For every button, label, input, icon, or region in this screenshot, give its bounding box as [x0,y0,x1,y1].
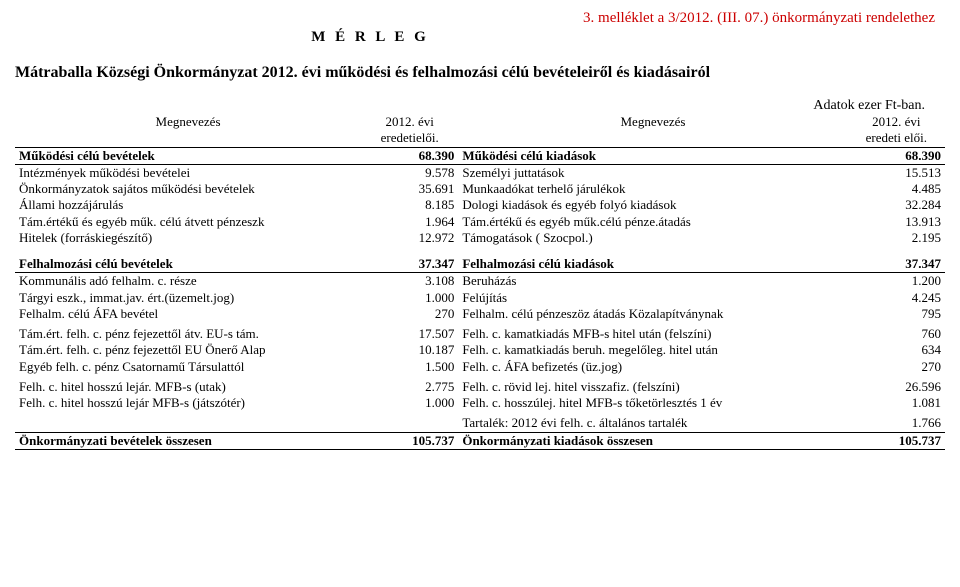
cell-label: Tám.értékű és egyéb műk. célú átvett pén… [15,214,361,230]
cell-label: Tám.ért. felh. c. pénz fejezettől EU Öne… [15,342,361,358]
table-row: Tám.ért. felh. c. pénz fejezettől átv. E… [15,326,945,342]
cell-value: 1.081 [848,395,945,411]
hdr-right-name: Megnevezés [458,114,847,147]
table-row: Kommunális adó felhalm. c. része 3.108 B… [15,273,945,290]
merleg-title: M É R L E G [15,29,945,46]
sec1-right-title: Működési célú kiadások [458,147,847,164]
cell-value: 2.195 [848,230,945,246]
cell-label: Dologi kiadások és egyéb folyó kiadások [458,197,847,213]
cell-label: Önkormányzatok sajátos működési bevétele… [15,181,361,197]
sec2-left-total: 37.347 [361,256,458,273]
spacer [15,246,945,256]
document-subtitle: Mátraballa Községi Önkormányzat 2012. év… [15,64,945,82]
total-left-label: Önkormányzati bevételek összesen [15,432,361,449]
cell-value: 17.507 [361,326,458,342]
hdr-right-col: 2012. évi eredeti elői. [848,114,945,147]
cell-value: 760 [848,326,945,342]
cell-label: Tárgyi eszk., immat.jav. ért.(üzemelt.jo… [15,290,361,306]
sec2-right-title: Felhalmozási célú kiadások [458,256,847,273]
cell-label: Felh. c. hitel hosszú lejár MFB-s (játsz… [15,395,361,411]
header-row: Megnevezés 2012. évi eredetielői. Megnev… [15,114,945,147]
cell-value: 32.284 [848,197,945,213]
cell-value: 35.691 [361,181,458,197]
cell-value: 1.200 [848,273,945,290]
cell-label: Beruházás [458,273,847,290]
hdr-left-name: Megnevezés [15,114,361,147]
cell-value: 1.000 [361,395,458,411]
cell-label: Felh. c. hitel hosszú lejár. MFB-s (utak… [15,379,361,395]
table-row: Tám.értékű és egyéb műk. célú átvett pén… [15,214,945,230]
cell-label: Felújítás [458,290,847,306]
cell-value: 2.775 [361,379,458,395]
cell-value: 12.972 [361,230,458,246]
cell-value: 10.187 [361,342,458,358]
cell-label: Felhalm. célú ÁFA bevétel [15,306,361,322]
cell-value: 795 [848,306,945,322]
cell-value: 634 [848,342,945,358]
table-row: Felh. c. hitel hosszú lejár. MFB-s (utak… [15,379,945,395]
total-left-value: 105.737 [361,432,458,449]
table-row: Tárgyi eszk., immat.jav. ért.(üzemelt.jo… [15,290,945,306]
cell-value: 270 [361,306,458,322]
total-right-label: Önkormányzati kiadások összesen [458,432,847,449]
table-row: Felh. c. hitel hosszú lejár MFB-s (játsz… [15,395,945,411]
sec1-right-total: 68.390 [848,147,945,164]
total-right-value: 105.737 [848,432,945,449]
cell-label: Támogatások ( Szocpol.) [458,230,847,246]
cell-label: Felh. c. kamatkiadás beruh. megelőleg. h… [458,342,847,358]
tartalek-value: 1.766 [848,415,945,432]
cell-label: Tám.ért. felh. c. pénz fejezettől átv. E… [15,326,361,342]
cell-label: Személyi juttatások [458,164,847,181]
cell-label: Állami hozzájárulás [15,197,361,213]
cell-value: 8.185 [361,197,458,213]
cell-value: 26.596 [848,379,945,395]
cell-label: Hitelek (forráskiegészítő) [15,230,361,246]
cell-label: Munkaadókat terhelő járulékok [458,181,847,197]
cell-label: Felh. c. ÁFA befizetés (üz.jog) [458,359,847,375]
table-row: Állami hozzájárulás 8.185 Dologi kiadáso… [15,197,945,213]
sec1-left-total: 68.390 [361,147,458,164]
cell-value: 4.485 [848,181,945,197]
cell-value: 9.578 [361,164,458,181]
cell-value: 15.513 [848,164,945,181]
table-row: Intézmények működési bevételei 9.578 Sze… [15,164,945,181]
cell-value: 1.000 [361,290,458,306]
balance-table: Megnevezés 2012. évi eredetielői. Megnev… [15,114,945,450]
cell-label: Felh. c. kamatkiadás MFB-s hitel után (f… [458,326,847,342]
cell-label: Felhalm. célú pénzeszöz átadás Közalapít… [458,306,847,322]
cell-label: Tám.értékű és egyéb műk.célú pénze.átadá… [458,214,847,230]
cell-value: 4.245 [848,290,945,306]
table-row: Hitelek (forráskiegészítő) 12.972 Támoga… [15,230,945,246]
hdr-left-col: 2012. évi eredetielői. [361,114,458,147]
table-row: Felhalm. célú ÁFA bevétel 270 Felhalm. c… [15,306,945,322]
sec2-right-total: 37.347 [848,256,945,273]
cell-label: Felh. c. hosszúlej. hitel MFB-s tőketörl… [458,395,847,411]
sec1-left-title: Működési célú bevételek [15,147,361,164]
cell-label: Kommunális adó felhalm. c. része [15,273,361,290]
cell-value: 13.913 [848,214,945,230]
unit-note: Adatok ezer Ft-ban. [15,98,945,114]
tartalek-label: Tartalék: 2012 évi felh. c. általános ta… [458,415,847,432]
cell-label: Intézmények működési bevételei [15,164,361,181]
sec2-left-title: Felhalmozási célú bevételek [15,256,361,273]
cell-label: Egyéb felh. c. pénz Csatornamű Társulatt… [15,359,361,375]
table-row: Önkormányzatok sajátos működési bevétele… [15,181,945,197]
sec1-title-row: Működési célú bevételek 68.390 Működési … [15,147,945,164]
totals-row: Önkormányzati bevételek összesen 105.737… [15,432,945,449]
cell-value: 1.964 [361,214,458,230]
cell-value: 270 [848,359,945,375]
tartalek-row: Tartalék: 2012 évi felh. c. általános ta… [15,415,945,432]
cell-value: 3.108 [361,273,458,290]
cell-value: 1.500 [361,359,458,375]
top-reference: 3. melléklet a 3/2012. (III. 07.) önkorm… [15,10,945,27]
table-row: Egyéb felh. c. pénz Csatornamű Társulatt… [15,359,945,375]
table-row: Tám.ért. felh. c. pénz fejezettől EU Öne… [15,342,945,358]
cell-label: Felh. c. rövid lej. hitel visszafiz. (fe… [458,379,847,395]
sec2-title-row: Felhalmozási célú bevételek 37.347 Felha… [15,256,945,273]
